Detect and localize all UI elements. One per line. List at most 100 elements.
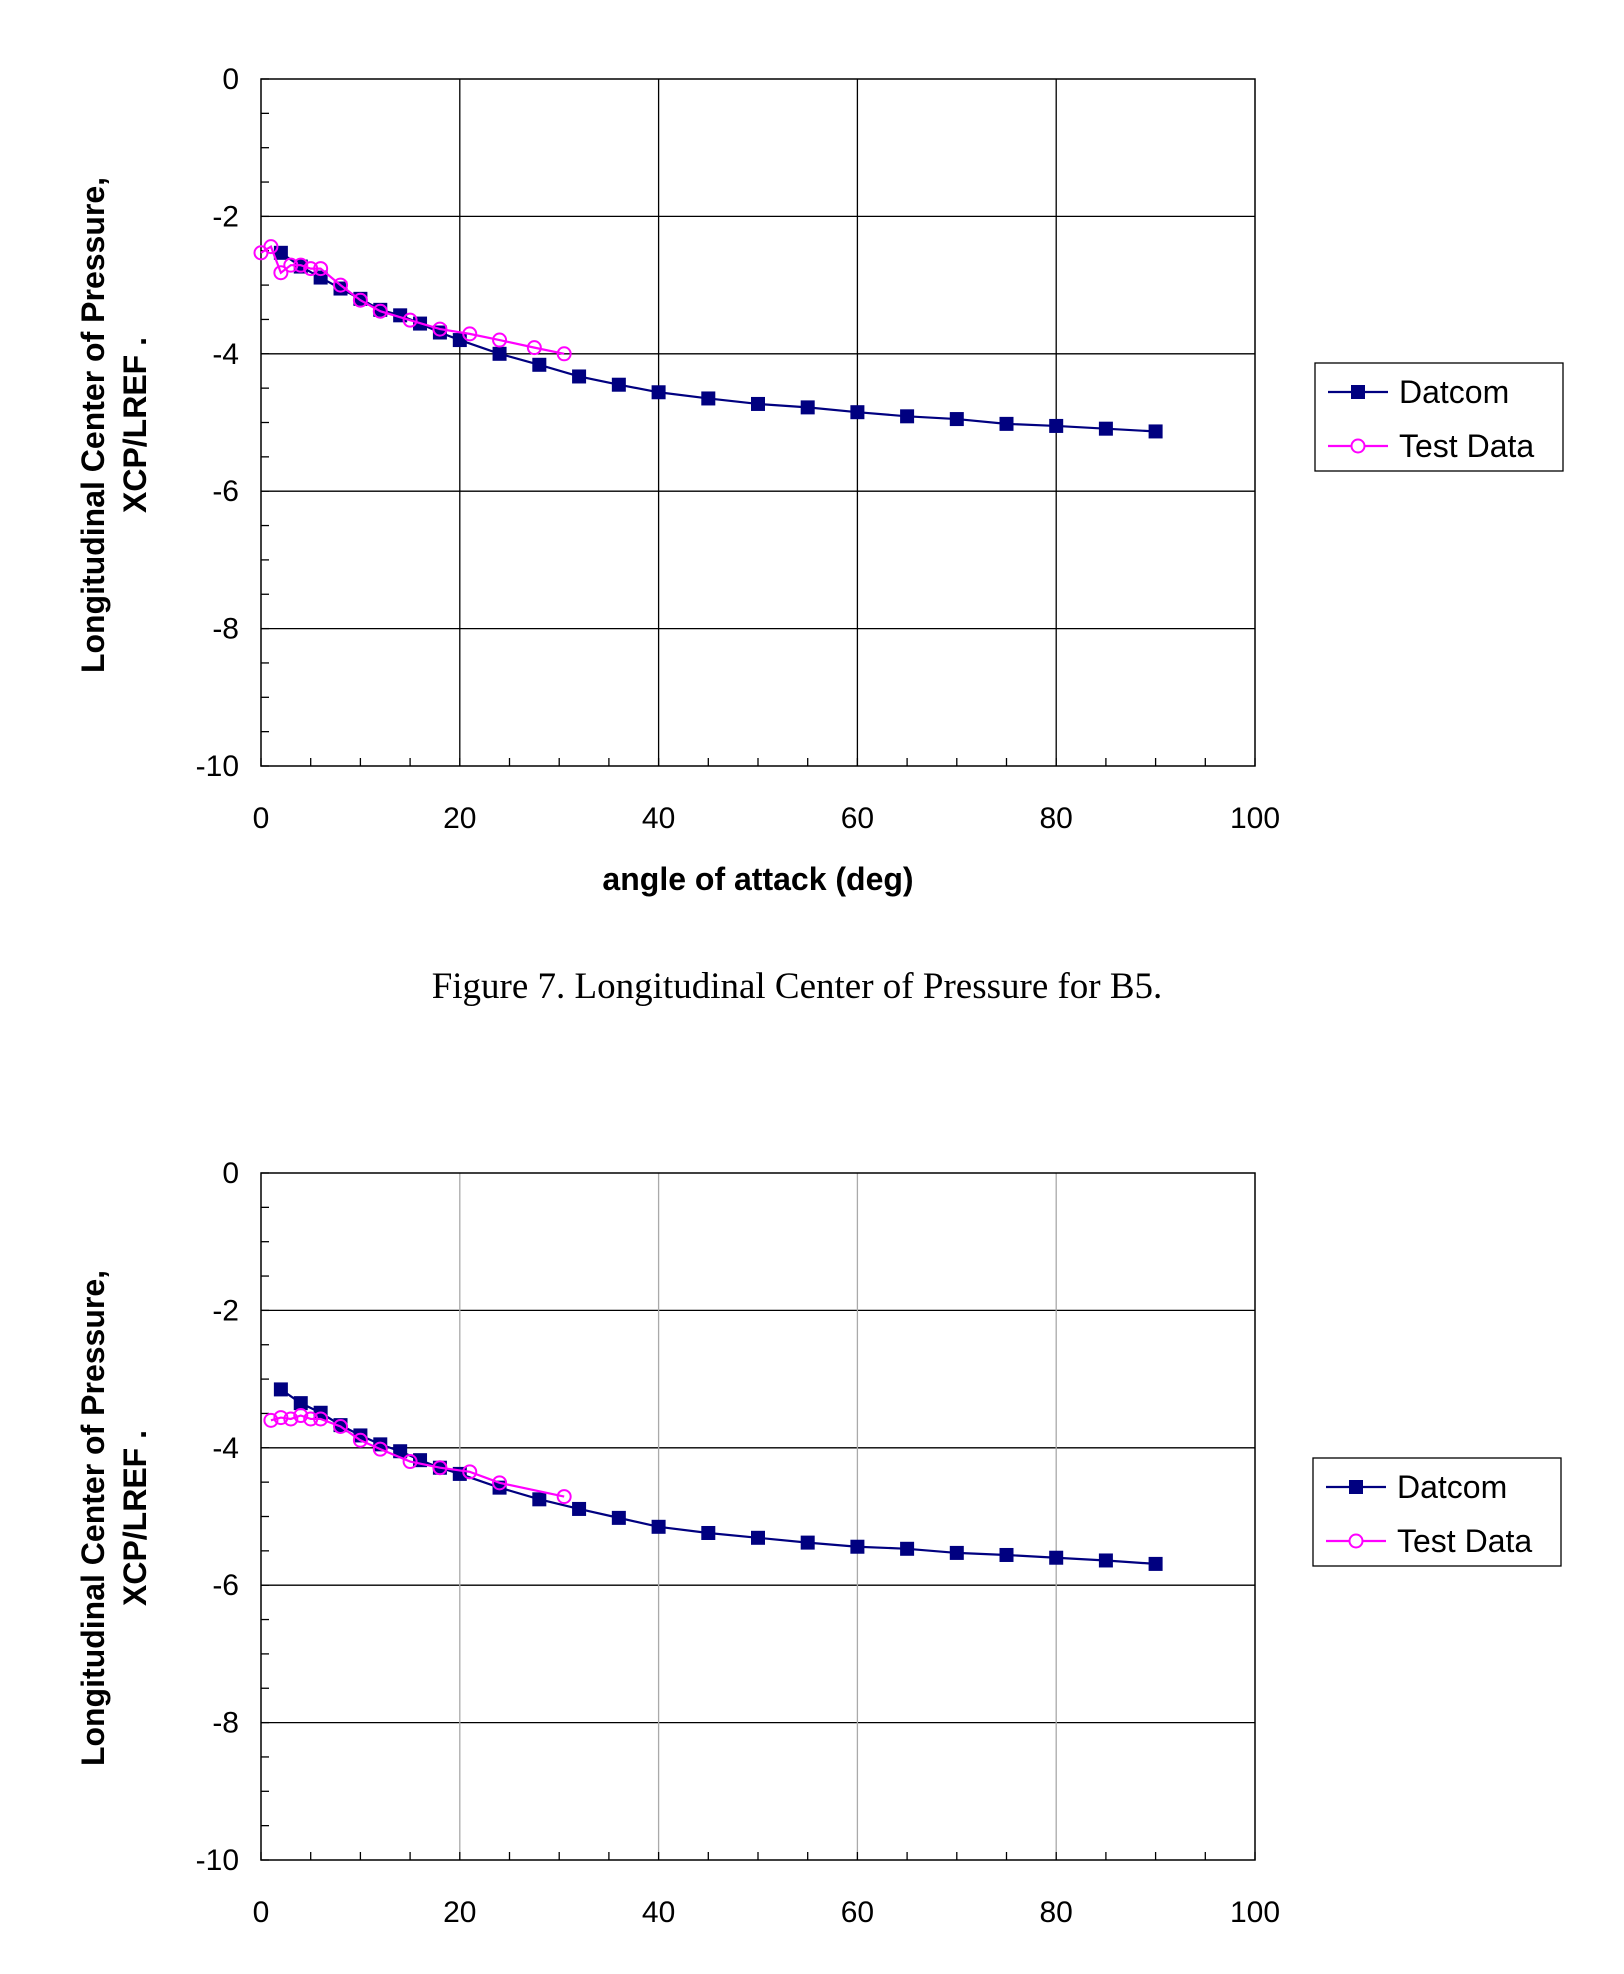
data-point-square bbox=[850, 1539, 865, 1554]
data-point-square bbox=[1098, 1553, 1113, 1568]
data-point-circle bbox=[263, 1412, 279, 1428]
data-point-circle bbox=[263, 239, 279, 255]
data-point-circle bbox=[402, 312, 418, 328]
chart-1: 0 -2 -4 -6 -8 -10 0 20 40 60 80 100 Longitudinal Cen… bbox=[75, 63, 1564, 1007]
y-axis-title-line2: XCP/LREF . bbox=[117, 337, 153, 513]
data-point-square bbox=[701, 391, 716, 406]
x-axis-title: angle of attack (deg) bbox=[602, 861, 913, 897]
data-point-square bbox=[999, 416, 1014, 431]
legend: Datcom Test Data bbox=[1314, 362, 1564, 472]
data-point-square bbox=[572, 1501, 587, 1516]
series-datcom bbox=[273, 245, 1163, 439]
data-point-circle bbox=[313, 261, 329, 277]
data-point-square bbox=[532, 357, 547, 372]
y-tick-label: -4 bbox=[212, 338, 239, 371]
data-point-square bbox=[1148, 424, 1163, 439]
x-tick-label: 40 bbox=[642, 1896, 675, 1929]
y-tick-label: 0 bbox=[222, 1157, 239, 1190]
data-point-square bbox=[949, 1545, 964, 1560]
x-tick-label: 60 bbox=[841, 1896, 874, 1929]
y-axis-title-line1: Longitudinal Center of Pressure, bbox=[75, 1270, 111, 1766]
data-point-square bbox=[611, 377, 626, 392]
data-point-circle bbox=[492, 332, 508, 348]
data-point-circle bbox=[492, 1475, 508, 1491]
x-tick-label: 20 bbox=[443, 802, 476, 835]
data-point-square bbox=[1098, 421, 1113, 436]
data-point-square bbox=[492, 346, 507, 361]
series-line bbox=[270, 1414, 565, 1498]
data-point-square bbox=[273, 1382, 288, 1397]
data-point-circle bbox=[372, 1441, 388, 1457]
data-point-circle bbox=[526, 340, 542, 356]
legend-label: Test Data bbox=[1397, 1523, 1532, 1559]
x-tick-label: 20 bbox=[443, 1896, 476, 1929]
x-tick-label: 60 bbox=[841, 802, 874, 835]
data-point-circle bbox=[402, 1454, 418, 1470]
data-point-circle bbox=[556, 1489, 572, 1505]
plot-frame bbox=[260, 1172, 1256, 1861]
data-point-circle bbox=[352, 292, 368, 308]
data-point-square bbox=[1148, 1556, 1163, 1571]
chart-2: 0 -2 -4 -6 -8 -10 0 20 40 60 80 100 Longitudinal Cen… bbox=[75, 1157, 1562, 1929]
data-point-circle bbox=[293, 257, 309, 273]
data-point-square bbox=[850, 405, 865, 420]
data-point-square bbox=[800, 1535, 815, 1550]
data-point-square bbox=[900, 409, 915, 424]
data-point-square bbox=[651, 385, 666, 400]
y-tick-label: -10 bbox=[196, 750, 239, 783]
y-tick-label: -4 bbox=[212, 1432, 239, 1465]
data-point-circle bbox=[283, 257, 299, 273]
series-datcom bbox=[273, 1382, 1163, 1571]
x-tick-label: 0 bbox=[253, 1896, 270, 1929]
data-point-circle bbox=[303, 1411, 319, 1427]
y-tick-label: -2 bbox=[212, 200, 239, 233]
data-point-circle bbox=[273, 265, 289, 281]
x-tick-label: 80 bbox=[1040, 802, 1073, 835]
y-axis-title-line2: XCP/LREF . bbox=[117, 1430, 153, 1606]
data-point-circle bbox=[273, 1410, 289, 1426]
data-point-circle bbox=[303, 261, 319, 277]
data-point-square bbox=[532, 1492, 547, 1507]
data-point-square bbox=[651, 1519, 666, 1534]
y-tick-label: -6 bbox=[212, 475, 239, 508]
data-point-square bbox=[333, 281, 348, 296]
series-line bbox=[280, 1388, 1156, 1566]
data-point-square bbox=[949, 412, 964, 427]
data-point-circle bbox=[313, 1411, 329, 1427]
figure-caption: Figure 7. Longitudinal Center of Pressur… bbox=[432, 966, 1163, 1007]
legend-label: Datcom bbox=[1397, 1469, 1507, 1505]
y-tick-label: -10 bbox=[196, 1844, 239, 1877]
legend-square-icon bbox=[1349, 1480, 1363, 1494]
data-point-circle bbox=[556, 346, 572, 362]
data-point-square bbox=[293, 1396, 308, 1411]
x-tick-label: 100 bbox=[1230, 1896, 1280, 1929]
data-point-circle bbox=[293, 1408, 309, 1424]
data-point-square bbox=[1049, 418, 1064, 433]
data-point-square bbox=[701, 1525, 716, 1540]
legend-label: Datcom bbox=[1399, 374, 1509, 410]
y-axis-title-line1: Longitudinal Center of Pressure, bbox=[75, 177, 111, 673]
data-point-square bbox=[900, 1541, 915, 1556]
data-point-circle bbox=[462, 326, 478, 342]
x-tick-label: 40 bbox=[642, 802, 675, 835]
x-tick-label: 0 bbox=[253, 802, 270, 835]
data-point-square bbox=[1049, 1550, 1064, 1565]
legend-label: Test Data bbox=[1399, 428, 1534, 464]
data-point-circle bbox=[432, 321, 448, 337]
data-point-square bbox=[800, 400, 815, 415]
data-point-square bbox=[452, 333, 467, 348]
data-point-square bbox=[751, 396, 765, 411]
y-tick-label: -6 bbox=[212, 1569, 239, 1602]
x-tick-label: 80 bbox=[1040, 1896, 1073, 1929]
legend-square-icon bbox=[1351, 385, 1365, 399]
legend-circle-icon bbox=[1348, 1533, 1364, 1549]
data-point-circle bbox=[333, 1419, 349, 1435]
data-point-square bbox=[611, 1510, 626, 1525]
data-point-circle bbox=[283, 1411, 299, 1427]
data-point-square bbox=[999, 1547, 1014, 1562]
legend-circle-icon bbox=[1350, 438, 1366, 454]
data-point-circle bbox=[352, 1432, 368, 1448]
data-point-square bbox=[751, 1530, 765, 1545]
series-line bbox=[280, 251, 1156, 433]
